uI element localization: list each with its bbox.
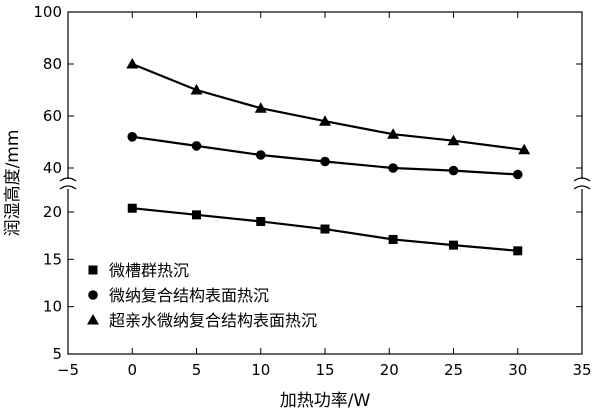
legend-item: 微纳复合结构表面热沉 <box>88 286 269 305</box>
data-point <box>190 84 203 95</box>
data-point <box>387 128 400 139</box>
axes: −5 0 5 10 15 20 25 30 35 40 60 80 100 5 10 15 20 <box>33 3 591 379</box>
x-tick-label: 20 <box>380 361 399 379</box>
axis-break-gap <box>60 179 76 189</box>
data-point <box>448 165 459 176</box>
y-tick-label: 10 <box>43 298 62 316</box>
x-tick-label: 25 <box>444 361 463 379</box>
axis-break-mark <box>573 177 591 182</box>
axis-break-mark <box>573 185 591 190</box>
data-point <box>126 58 139 69</box>
data-point <box>388 163 398 173</box>
y-tick-label: 40 <box>43 159 62 177</box>
data-point <box>449 240 458 250</box>
data-point <box>256 216 266 226</box>
y-tick-label: 15 <box>43 250 62 268</box>
data-point <box>320 224 330 234</box>
series-layer <box>126 58 531 256</box>
legend-label: 超亲水微纳复合结构表面热沉 <box>109 311 317 330</box>
series-3 <box>126 58 531 155</box>
legend-marker <box>88 265 98 275</box>
x-tick-label: 35 <box>572 361 591 379</box>
axis-break-mark <box>59 177 77 182</box>
y-tick-label: 80 <box>43 55 62 73</box>
data-point <box>127 132 138 142</box>
y-tick-label: 20 <box>43 203 62 221</box>
legend-marker <box>87 314 99 325</box>
data-point <box>255 150 266 160</box>
data-point <box>127 203 137 213</box>
x-tick-label: 30 <box>508 361 527 379</box>
axis-break-gap <box>574 179 590 189</box>
legend-label: 微槽群热沉 <box>109 261 189 280</box>
y-tick-label: 5 <box>52 345 62 363</box>
data-point <box>320 156 330 167</box>
data-point <box>191 141 202 151</box>
axis-break-mark <box>59 185 77 190</box>
legend-item: 微槽群热沉 <box>88 261 189 280</box>
data-point <box>512 169 523 180</box>
legend-marker <box>88 290 98 300</box>
y-axis-label: 润湿高度/mm <box>3 130 23 237</box>
data-point <box>513 246 523 256</box>
x-tick-label: 15 <box>315 361 334 379</box>
x-tick-label: 0 <box>127 361 137 379</box>
x-tick-label: −5 <box>57 361 79 379</box>
series-2 <box>127 132 523 180</box>
data-point <box>254 102 267 113</box>
data-point <box>388 234 398 244</box>
data-point <box>447 134 460 146</box>
y-tick-label: 100 <box>33 3 62 21</box>
series-line <box>131 62 525 151</box>
legend-label: 微纳复合结构表面热沉 <box>109 286 269 305</box>
y-tick-label: 60 <box>43 107 62 125</box>
series-1 <box>127 203 523 256</box>
x-axis-label: 加热功率/W <box>280 391 371 411</box>
data-point <box>319 115 331 126</box>
x-tick-label: 5 <box>192 361 202 379</box>
legend-item: 超亲水微纳复合结构表面热沉 <box>87 311 317 330</box>
x-tick-label: 10 <box>251 361 270 379</box>
data-point <box>192 210 201 220</box>
data-point <box>518 143 531 155</box>
